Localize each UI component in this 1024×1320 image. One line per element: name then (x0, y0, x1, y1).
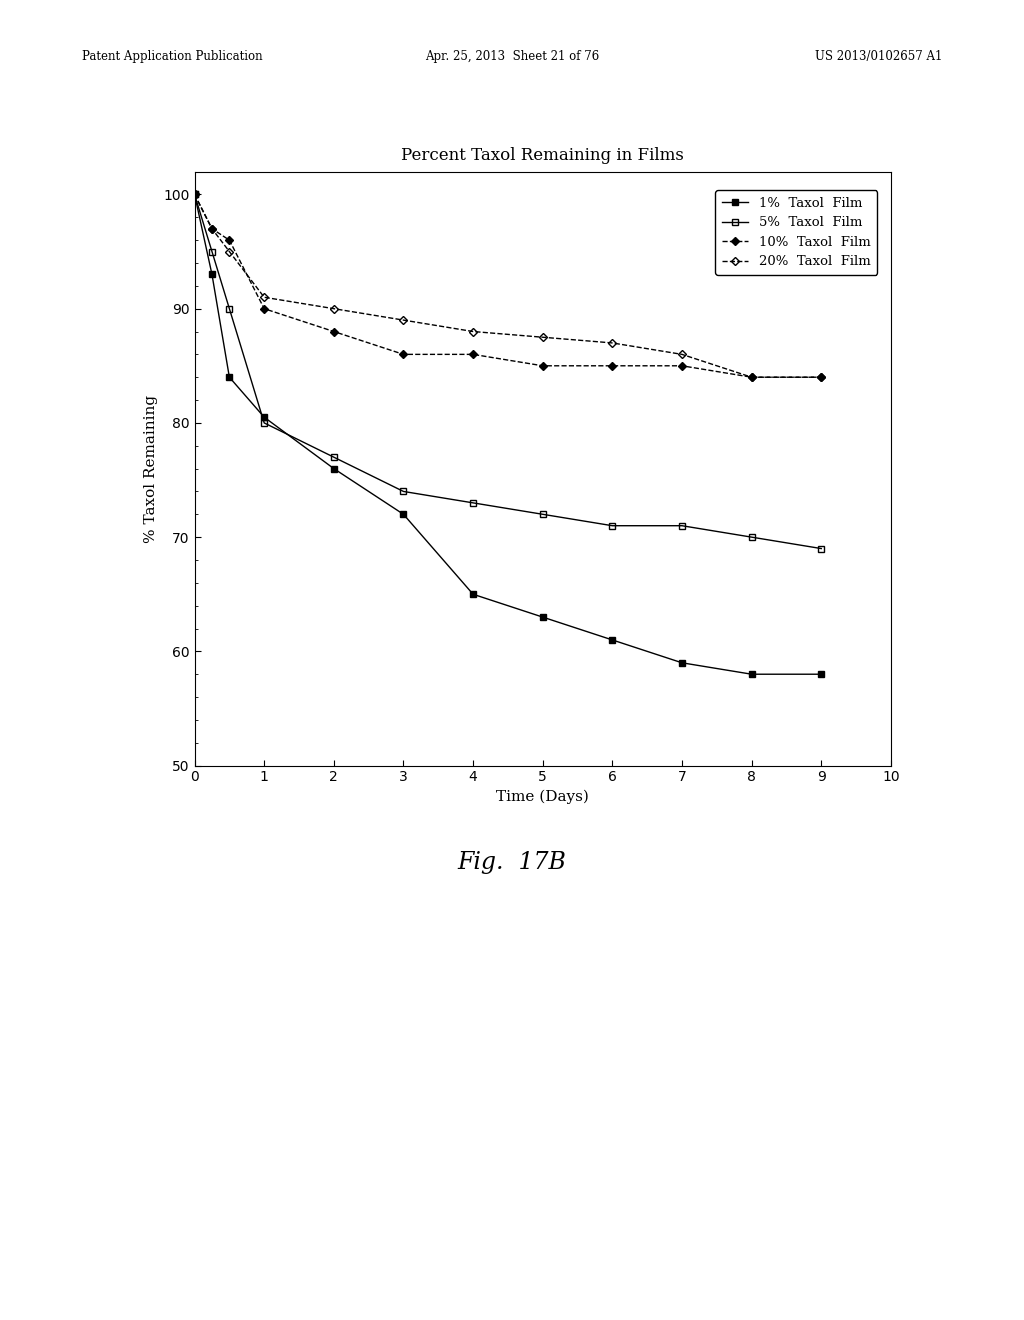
10%  Taxol  Film (223, 232, 236, 248)
10%  Taxol  Film (397, 346, 410, 362)
1%  Taxol  Film (606, 632, 618, 648)
5%  Taxol  Film (223, 301, 236, 317)
Title: Percent Taxol Remaining in Films: Percent Taxol Remaining in Films (401, 148, 684, 165)
1%  Taxol  Film (397, 507, 410, 523)
5%  Taxol  Film (188, 186, 201, 202)
Line: 20%  Taxol  Film: 20% Taxol Film (191, 191, 824, 380)
1%  Taxol  Film (537, 610, 549, 626)
10%  Taxol  Film (537, 358, 549, 374)
10%  Taxol  Film (606, 358, 618, 374)
Text: Fig.  17B: Fig. 17B (458, 851, 566, 874)
1%  Taxol  Film (258, 409, 270, 425)
20%  Taxol  Film (188, 186, 201, 202)
10%  Taxol  Film (206, 220, 218, 236)
1%  Taxol  Film (676, 655, 688, 671)
20%  Taxol  Film (223, 244, 236, 260)
Legend: 1%  Taxol  Film, 5%  Taxol  Film, 10%  Taxol  Film, 20%  Taxol  Film: 1% Taxol Film, 5% Taxol Film, 10% Taxol … (716, 190, 878, 275)
5%  Taxol  Film (606, 517, 618, 533)
5%  Taxol  Film (467, 495, 479, 511)
20%  Taxol  Film (206, 220, 218, 236)
20%  Taxol  Film (606, 335, 618, 351)
Text: Apr. 25, 2013  Sheet 21 of 76: Apr. 25, 2013 Sheet 21 of 76 (425, 50, 599, 63)
10%  Taxol  Film (328, 323, 340, 339)
5%  Taxol  Film (328, 449, 340, 465)
10%  Taxol  Film (188, 186, 201, 202)
1%  Taxol  Film (467, 586, 479, 602)
Line: 5%  Taxol  Film: 5% Taxol Film (191, 191, 824, 552)
X-axis label: Time (Days): Time (Days) (497, 789, 589, 804)
10%  Taxol  Film (745, 370, 758, 385)
1%  Taxol  Film (815, 667, 827, 682)
20%  Taxol  Film (815, 370, 827, 385)
5%  Taxol  Film (258, 414, 270, 430)
Y-axis label: % Taxol Remaining: % Taxol Remaining (143, 395, 158, 543)
5%  Taxol  Film (745, 529, 758, 545)
1%  Taxol  Film (223, 370, 236, 385)
1%  Taxol  Film (206, 267, 218, 282)
1%  Taxol  Film (188, 186, 201, 202)
10%  Taxol  Film (258, 301, 270, 317)
Line: 1%  Taxol  Film: 1% Taxol Film (191, 191, 824, 677)
Text: US 2013/0102657 A1: US 2013/0102657 A1 (815, 50, 942, 63)
5%  Taxol  Film (676, 517, 688, 533)
20%  Taxol  Film (745, 370, 758, 385)
20%  Taxol  Film (328, 301, 340, 317)
5%  Taxol  Film (397, 483, 410, 499)
10%  Taxol  Film (815, 370, 827, 385)
20%  Taxol  Film (676, 346, 688, 362)
20%  Taxol  Film (467, 323, 479, 339)
1%  Taxol  Film (745, 667, 758, 682)
5%  Taxol  Film (815, 541, 827, 557)
10%  Taxol  Film (676, 358, 688, 374)
Line: 10%  Taxol  Film: 10% Taxol Film (191, 191, 824, 380)
5%  Taxol  Film (206, 244, 218, 260)
20%  Taxol  Film (258, 289, 270, 305)
5%  Taxol  Film (537, 507, 549, 523)
20%  Taxol  Film (537, 329, 549, 345)
Text: Patent Application Publication: Patent Application Publication (82, 50, 262, 63)
10%  Taxol  Film (467, 346, 479, 362)
1%  Taxol  Film (328, 461, 340, 477)
20%  Taxol  Film (397, 313, 410, 329)
